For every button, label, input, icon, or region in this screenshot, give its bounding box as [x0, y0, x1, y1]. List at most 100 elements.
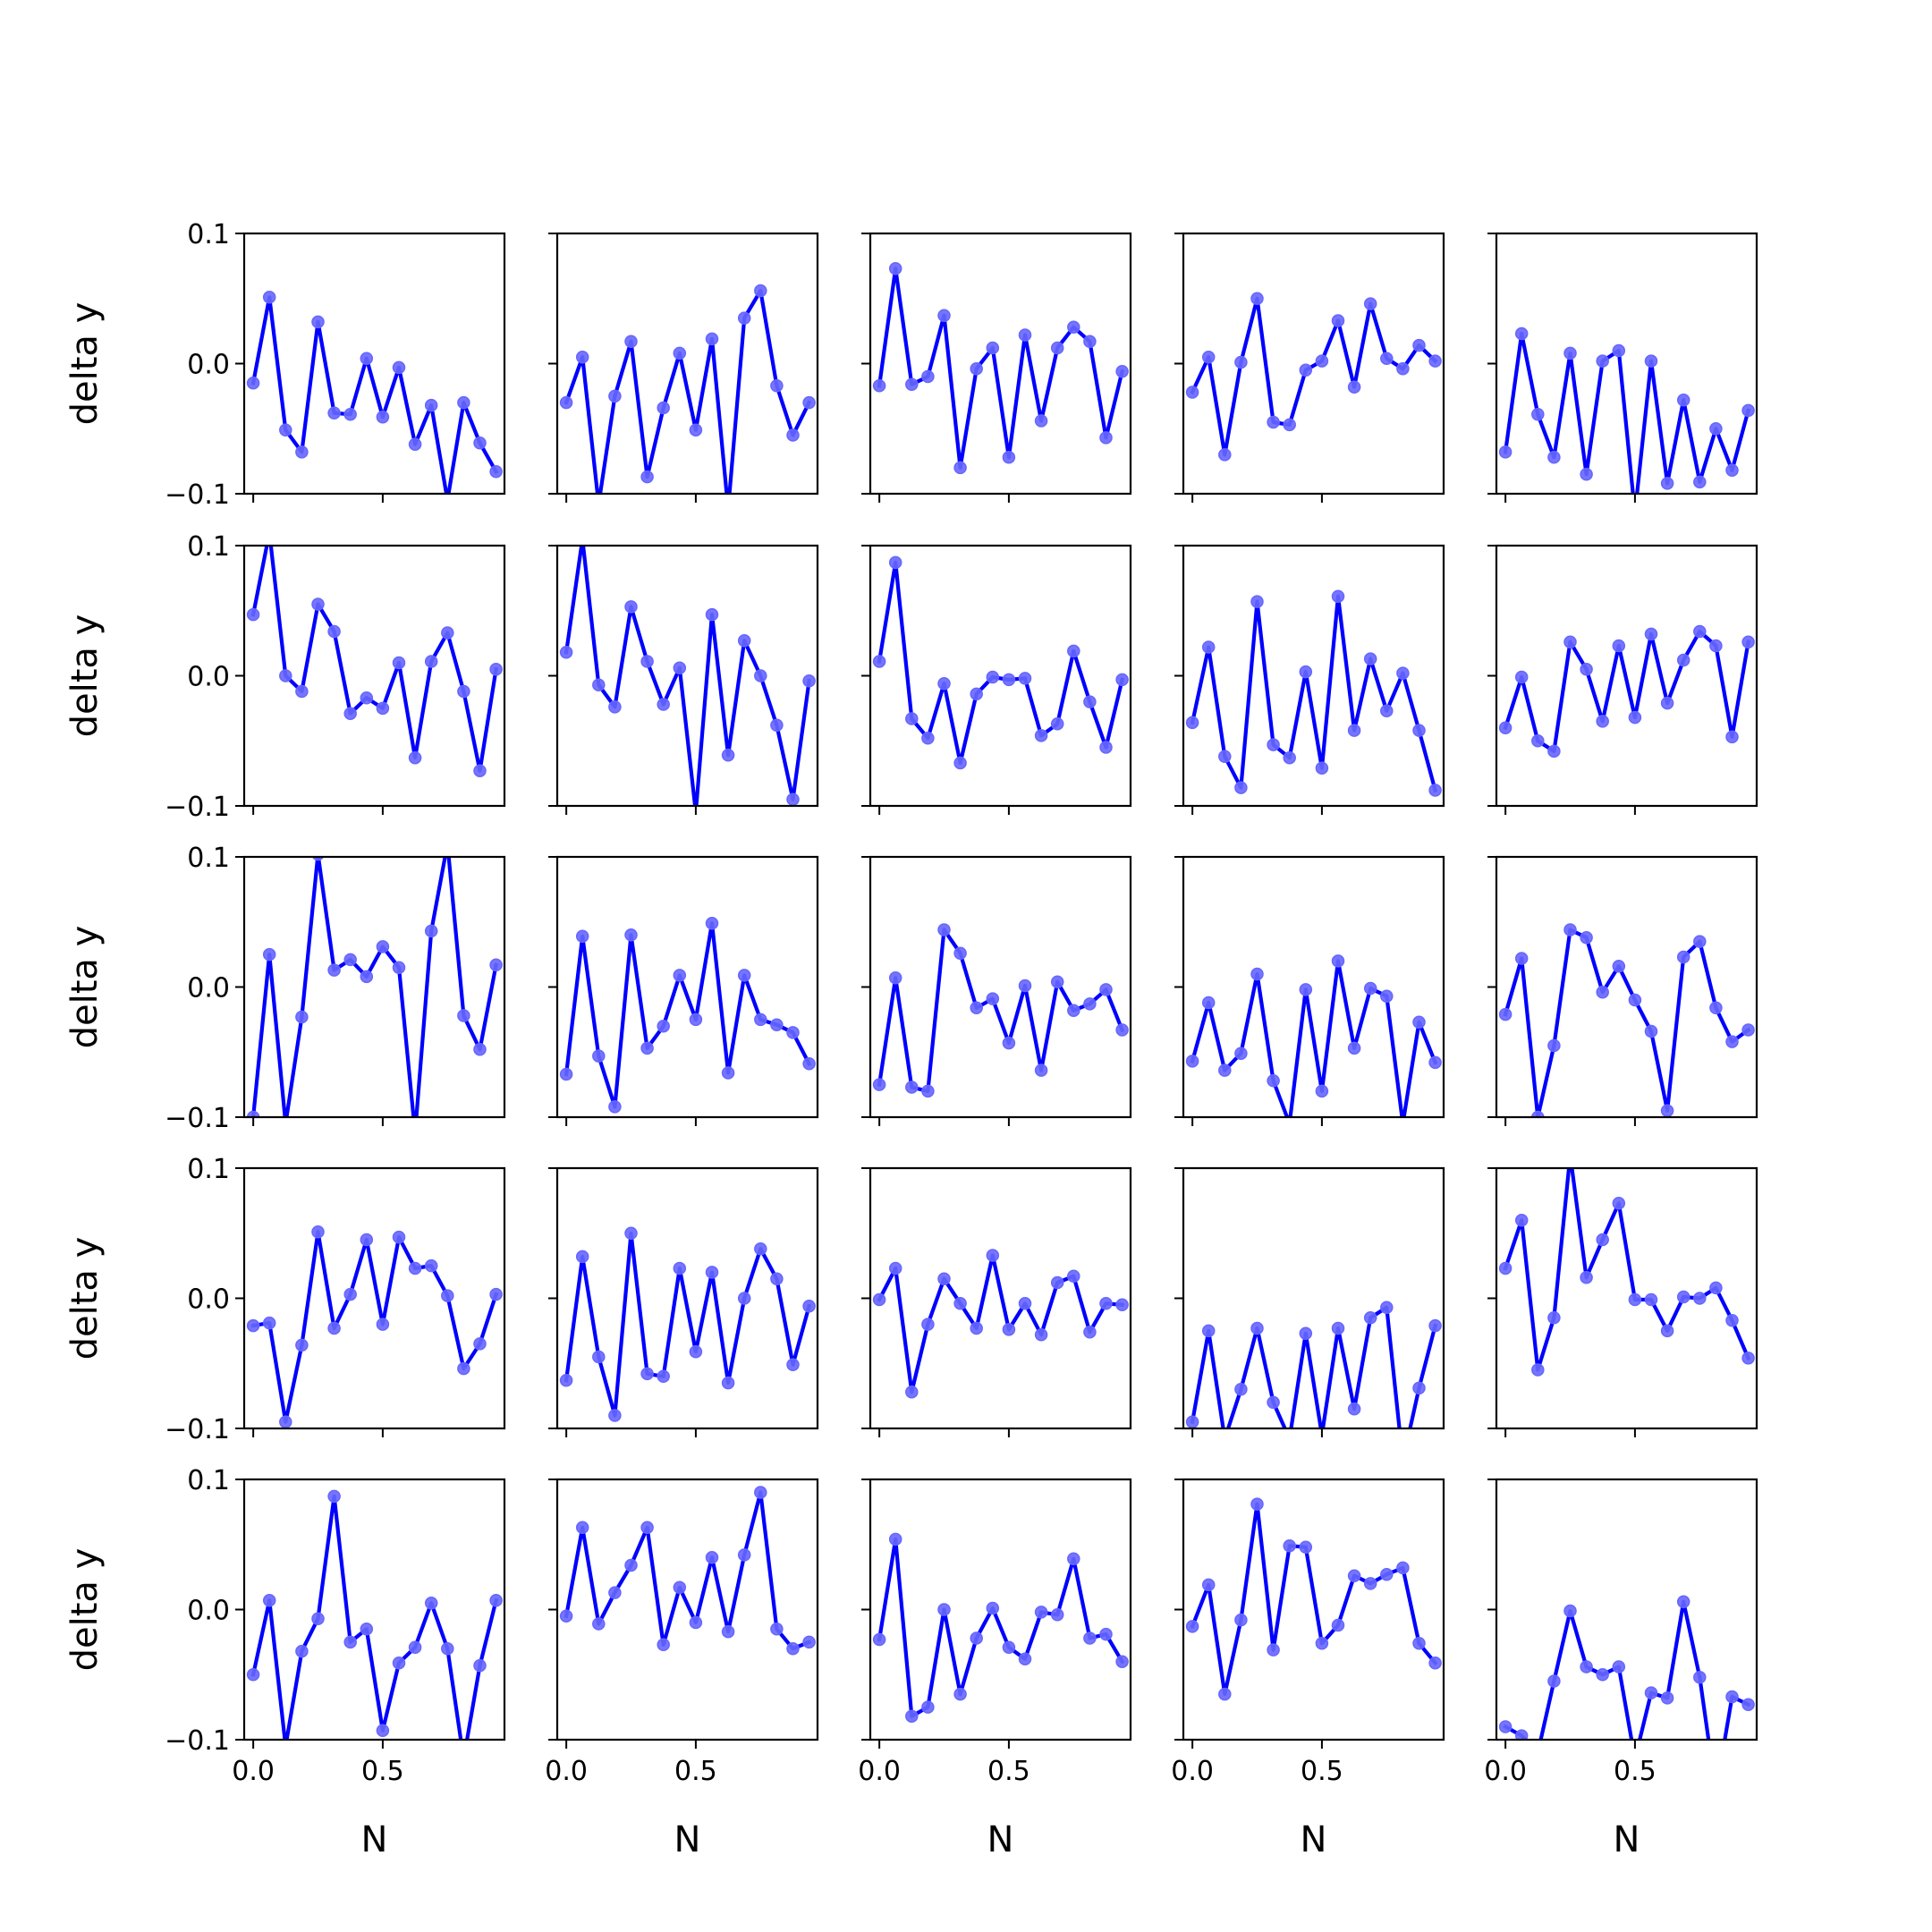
data-point — [1185, 1620, 1199, 1633]
data-point — [311, 315, 325, 329]
data-point — [1564, 1149, 1576, 1161]
data-point — [295, 445, 309, 459]
data-point — [592, 678, 606, 691]
data-point — [1660, 1104, 1674, 1117]
data-point — [673, 1261, 687, 1275]
data-point — [1201, 350, 1216, 364]
data-point — [624, 1558, 638, 1572]
y-axis-label: delta y — [64, 302, 106, 426]
data-point — [1612, 1660, 1626, 1674]
subplot-r2-c5 — [1487, 544, 1758, 815]
data-point — [1018, 672, 1032, 685]
plot-area — [246, 857, 503, 1117]
data-point — [1709, 1281, 1723, 1295]
data-point — [424, 398, 438, 412]
data-point — [1725, 1313, 1739, 1327]
data-point — [376, 940, 390, 953]
data-point — [1428, 354, 1442, 368]
data-point — [1363, 1311, 1377, 1325]
x-tick-label: 0.0 — [1484, 1756, 1527, 1787]
data-point — [1283, 418, 1296, 432]
data-point — [673, 661, 687, 675]
data-point — [1397, 1118, 1409, 1130]
data-point — [1741, 1352, 1755, 1365]
data-point — [1498, 1261, 1513, 1275]
data-point — [1741, 1023, 1755, 1037]
data-point — [1563, 1604, 1577, 1618]
series-line — [1190, 594, 1438, 793]
data-point — [986, 992, 1000, 1005]
data-point — [1315, 1637, 1329, 1650]
data-point — [624, 1226, 638, 1241]
data-point — [657, 1369, 670, 1384]
data-point — [608, 700, 622, 714]
data-point — [1709, 1001, 1723, 1015]
data-point — [1201, 640, 1216, 654]
data-point — [624, 928, 638, 942]
plot-area — [1498, 923, 1755, 1117]
series-line — [1190, 1305, 1438, 1428]
subplot-r5-c2: 0.0 0.5 N — [545, 1478, 819, 1860]
data-point — [1363, 297, 1377, 310]
data-point — [593, 498, 605, 510]
data-point — [327, 1321, 341, 1335]
data-point — [1115, 1298, 1129, 1312]
data-point — [953, 1297, 967, 1310]
data-point — [1380, 352, 1394, 365]
data-point — [1331, 1321, 1345, 1335]
data-point — [705, 1551, 719, 1564]
data-point — [1693, 624, 1707, 639]
data-point — [1219, 1433, 1231, 1445]
data-point — [737, 1548, 751, 1562]
data-point — [473, 1658, 487, 1673]
axes-frame — [242, 232, 506, 496]
data-point — [1234, 355, 1248, 369]
data-point — [1099, 431, 1113, 445]
data-point — [802, 674, 816, 688]
data-point — [1644, 627, 1658, 641]
data-point — [770, 1018, 784, 1031]
data-point — [1547, 1674, 1561, 1688]
data-point — [489, 465, 503, 479]
data-point — [592, 1350, 606, 1364]
data-point — [872, 1632, 886, 1647]
data-point — [721, 1066, 735, 1080]
series-line — [1503, 1168, 1751, 1372]
data-point — [1596, 1233, 1609, 1247]
plot-area — [1185, 589, 1442, 797]
data-point — [295, 1644, 309, 1658]
data-point — [1067, 1004, 1080, 1017]
y-tick-label: −0.1 — [165, 792, 230, 823]
data-point — [888, 971, 902, 985]
data-point — [376, 410, 390, 424]
data-point — [640, 1521, 654, 1535]
data-point — [559, 646, 573, 659]
data-point — [1580, 930, 1593, 945]
data-point — [1099, 1297, 1113, 1310]
data-point — [640, 470, 654, 484]
data-point — [264, 527, 275, 538]
data-point — [1331, 954, 1345, 968]
data-point — [280, 1741, 292, 1752]
data-point — [279, 1415, 292, 1428]
data-point — [1676, 653, 1690, 667]
data-point — [1347, 1569, 1361, 1582]
data-point — [754, 284, 767, 298]
y-axis-label: delta y — [64, 926, 106, 1049]
data-point — [262, 1594, 276, 1607]
data-point — [295, 1338, 309, 1352]
data-point — [1531, 734, 1545, 748]
x-axis-label: N — [1301, 1819, 1327, 1860]
data-point — [1315, 354, 1329, 368]
data-point — [1284, 1433, 1295, 1445]
data-point — [770, 1623, 784, 1636]
data-point — [689, 1344, 703, 1359]
data-point — [1644, 1292, 1658, 1307]
plot-area — [246, 527, 503, 777]
y-tick-label: 0.0 — [187, 973, 230, 1004]
data-point — [1412, 1637, 1426, 1650]
data-point — [1514, 1729, 1529, 1740]
data-point — [888, 262, 902, 275]
data-point — [1514, 1213, 1529, 1227]
data-point — [489, 662, 503, 676]
